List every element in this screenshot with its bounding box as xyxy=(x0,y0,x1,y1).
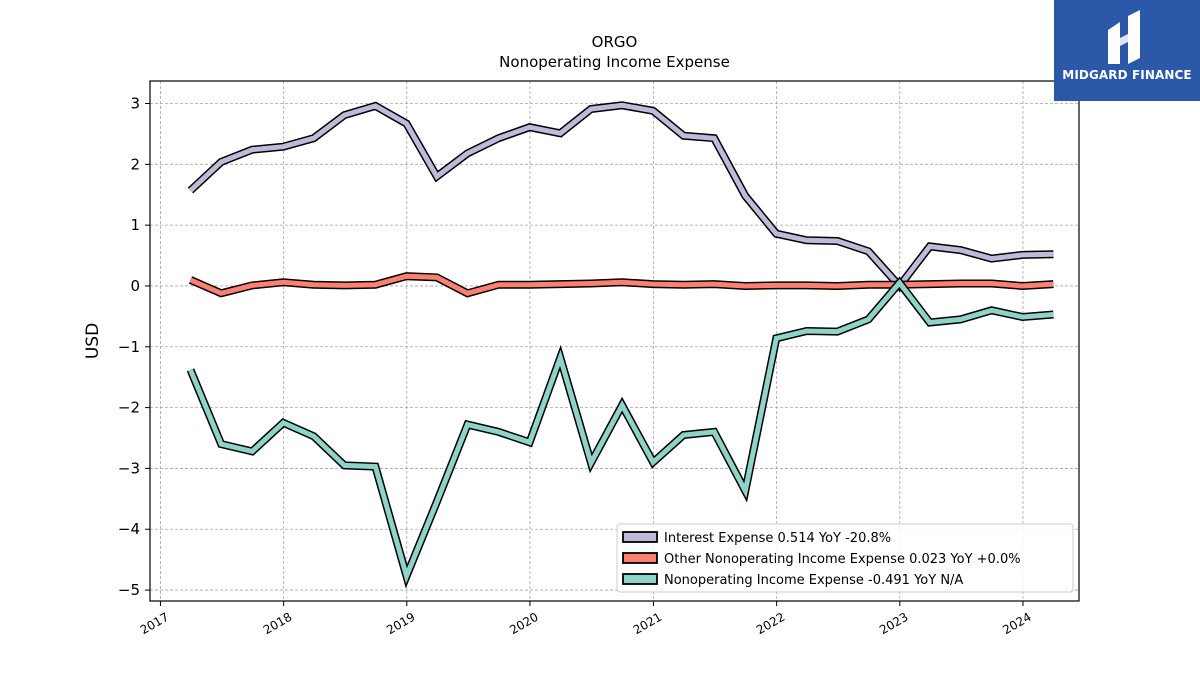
series-line-3 xyxy=(186,276,1054,589)
y-axis-label: USD xyxy=(83,323,103,359)
legend-entry: Nonoperating Income Expense -0.491 YoY N… xyxy=(622,573,963,588)
grid-lines xyxy=(150,81,1079,601)
x-tick-label: 2020 xyxy=(507,610,540,637)
legend-swatch xyxy=(622,552,658,564)
y-tick-label: 1 xyxy=(130,216,140,234)
series-line-2 xyxy=(188,272,1054,298)
plot-frame xyxy=(149,80,1080,602)
y-tick-label: −3 xyxy=(118,459,140,477)
x-tick-label: 2021 xyxy=(631,610,664,637)
x-tick-label: 2019 xyxy=(384,610,417,637)
legend-swatch xyxy=(622,573,658,585)
series-line-stroke xyxy=(188,278,1054,584)
legend-label: Other Nonoperating Income Expense 0.023 … xyxy=(664,552,1021,567)
legend-box xyxy=(616,523,1074,593)
brand-logo: MIDGARD FINANCE xyxy=(1054,0,1200,101)
legend-label: Interest Expense 0.514 YoY -20.8% xyxy=(664,531,891,546)
y-tick-label: 0 xyxy=(130,277,140,295)
y-tick-label: −1 xyxy=(118,338,140,356)
legend-entry: Interest Expense 0.514 YoY -20.8% xyxy=(622,531,891,546)
x-axis: 2017 2018 2019 2020 2021 2022 2023 2024 xyxy=(138,601,1034,637)
x-tick-label: 2017 xyxy=(138,610,171,637)
series-layer xyxy=(186,101,1054,589)
legend: Interest Expense 0.514 YoY -20.8% Other N… xyxy=(616,523,1074,593)
y-tick-label: −2 xyxy=(118,399,140,417)
legend-label: Nonoperating Income Expense -0.491 YoY N… xyxy=(664,573,963,588)
x-tick-label: 2023 xyxy=(877,610,910,637)
chart-title: ORGO xyxy=(592,33,638,51)
y-tick-label: −5 xyxy=(118,581,140,599)
legend-entry: Other Nonoperating Income Expense 0.023 … xyxy=(622,552,1021,567)
legend-swatch xyxy=(622,531,658,543)
y-tick-label: 2 xyxy=(130,155,140,173)
series-line-stroke xyxy=(189,273,1054,296)
logo-text: MIDGARD FINANCE xyxy=(1062,68,1192,82)
x-tick-label: 2022 xyxy=(754,610,787,637)
x-tick-label: 2018 xyxy=(261,610,294,637)
y-axis: 3 2 1 0 −1 −2 −3 −4 −5 xyxy=(118,95,150,599)
series-line-1 xyxy=(187,101,1054,293)
series-line-stroke xyxy=(188,102,1054,290)
chart-subtitle: Nonoperating Income Expense xyxy=(499,53,730,71)
logo-icon xyxy=(1108,10,1140,64)
x-tick-label: 2024 xyxy=(1000,610,1033,637)
y-tick-label: 3 xyxy=(130,95,140,113)
y-tick-label: −4 xyxy=(118,520,140,538)
